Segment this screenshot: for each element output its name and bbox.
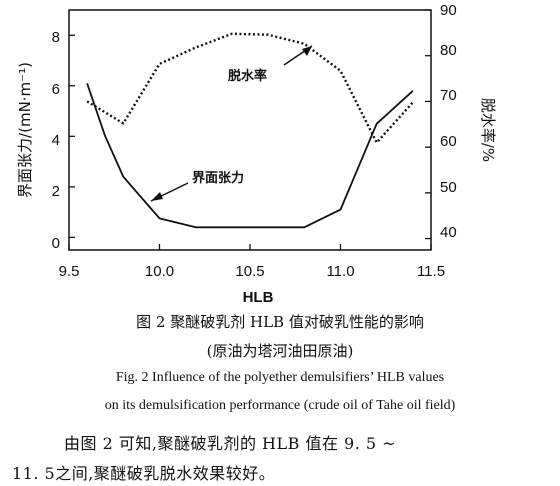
figure-caption-zh-note: (原油为塔河油田原油)	[206, 342, 354, 360]
plot-frame	[68, 9, 432, 251]
body-text-line2: 11. 5之间,聚醚破乳脱水效果较好。	[12, 464, 276, 483]
figure-caption-zh: 图 2 聚醚破乳剂 HLB 值对破乳性能的影响	[136, 313, 424, 331]
y-left-tick-label: 4	[52, 132, 60, 149]
y-right-tick-label: 90	[440, 2, 457, 19]
y-right-tick-label: 40	[440, 224, 457, 241]
y-left-tick-label: 6	[52, 81, 60, 98]
body-text-line1: 由图 2 可知,聚醚破乳剂的 HLB 值在 9. 5 ~	[64, 434, 397, 453]
annotation-label: 脱水率	[228, 68, 267, 84]
chart: 9.5 10.0 10.5 11.0 11.5 0 2 4 6 8 40 50 …	[16, 2, 497, 306]
arrowhead	[151, 192, 163, 201]
x-tick-label: 11.0	[326, 263, 354, 280]
x-tick-label: 9.5	[59, 263, 80, 280]
x-tick-label: 10.5	[235, 263, 264, 280]
x-tick-label: 10.0	[145, 263, 174, 280]
y-left-tick-label: 8	[52, 29, 60, 46]
y-right-axis-title: 脱水率/%	[479, 98, 497, 162]
y-right-tick-label: 80	[440, 42, 457, 59]
x-tick-label: 11.5	[417, 263, 445, 280]
y-right-tick-label: 70	[440, 87, 457, 104]
y-left-tick-label: 2	[52, 183, 60, 200]
figure-caption-en-line1: Fig. 2 Influence of the polyether demuls…	[115, 370, 445, 385]
y-left-axis-title: 界面张力/(mN·m⁻¹)	[16, 62, 34, 198]
interfacial-tension-line	[86, 83, 414, 229]
figure-caption-en-line2: on its demulsification performance (crud…	[104, 398, 456, 413]
annotation-label: 界面张力	[192, 170, 244, 186]
x-axis-title: HLB	[243, 289, 274, 306]
dehydration-rate-line	[86, 32, 414, 144]
y-left-tick-label: 0	[52, 235, 60, 252]
y-right-tick-label: 60	[440, 133, 457, 150]
y-right-tick-label: 50	[440, 179, 457, 196]
